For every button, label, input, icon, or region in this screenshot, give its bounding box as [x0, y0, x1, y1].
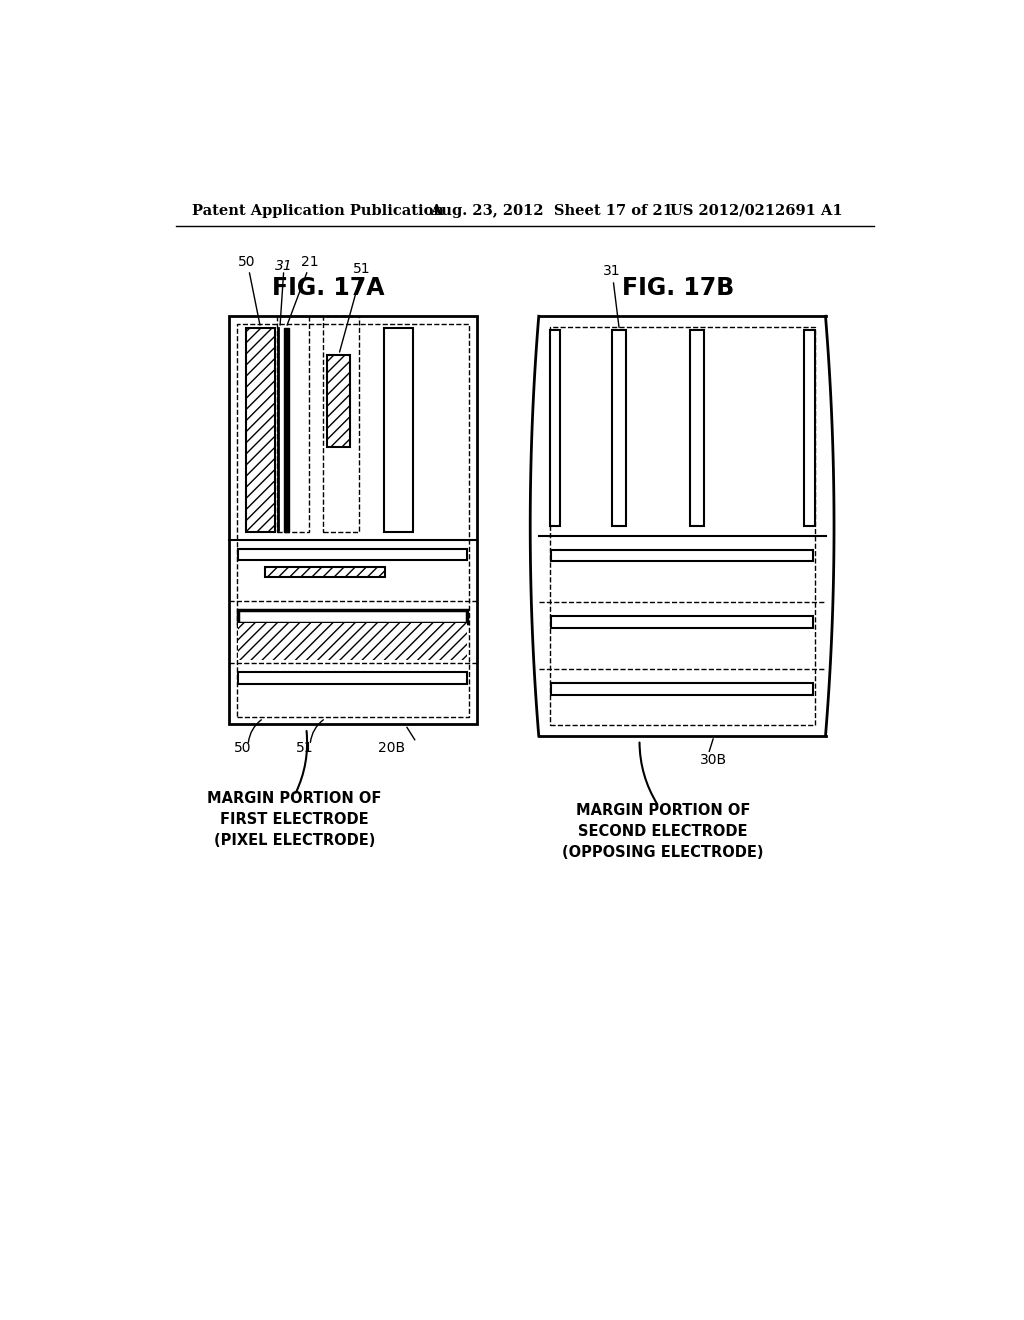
Bar	[324, 317, 359, 532]
Text: FIG. 17A: FIG. 17A	[271, 276, 384, 300]
Text: 51: 51	[353, 263, 371, 276]
Text: FIG. 17B: FIG. 17B	[623, 276, 734, 300]
Text: 20B: 20B	[378, 742, 406, 755]
Bar	[238, 672, 467, 684]
Bar	[551, 616, 813, 628]
Bar	[228, 317, 477, 725]
Bar	[284, 327, 289, 532]
Bar	[237, 323, 469, 717]
Text: 50: 50	[238, 255, 255, 268]
Text: 21: 21	[300, 255, 318, 268]
Bar	[804, 330, 815, 527]
Bar	[551, 549, 813, 561]
Bar	[276, 317, 309, 532]
Text: 50: 50	[233, 742, 252, 755]
Bar	[384, 327, 414, 532]
Text: Patent Application Publication: Patent Application Publication	[191, 203, 443, 218]
Bar	[246, 327, 275, 532]
Bar	[551, 682, 813, 694]
Bar	[238, 610, 467, 623]
Bar	[550, 330, 560, 527]
Text: US 2012/0212691 A1: US 2012/0212691 A1	[671, 203, 843, 218]
Bar	[550, 327, 815, 725]
Bar	[690, 330, 703, 527]
Text: 31: 31	[274, 259, 293, 273]
Text: MARGIN PORTION OF
FIRST ELECTRODE
(PIXEL ELECTRODE): MARGIN PORTION OF FIRST ELECTRODE (PIXEL…	[208, 792, 382, 849]
Bar	[238, 549, 467, 561]
Text: MARGIN PORTION OF
SECOND ELECTRODE
(OPPOSING ELECTRODE): MARGIN PORTION OF SECOND ELECTRODE (OPPO…	[562, 803, 764, 859]
Text: 30B: 30B	[699, 752, 727, 767]
Bar	[328, 355, 350, 447]
Bar	[265, 566, 385, 577]
Text: 51: 51	[296, 742, 313, 755]
Bar	[612, 330, 627, 527]
Text: Aug. 23, 2012  Sheet 17 of 21: Aug. 23, 2012 Sheet 17 of 21	[430, 203, 673, 218]
Text: 31: 31	[603, 264, 621, 277]
Bar	[238, 623, 467, 660]
